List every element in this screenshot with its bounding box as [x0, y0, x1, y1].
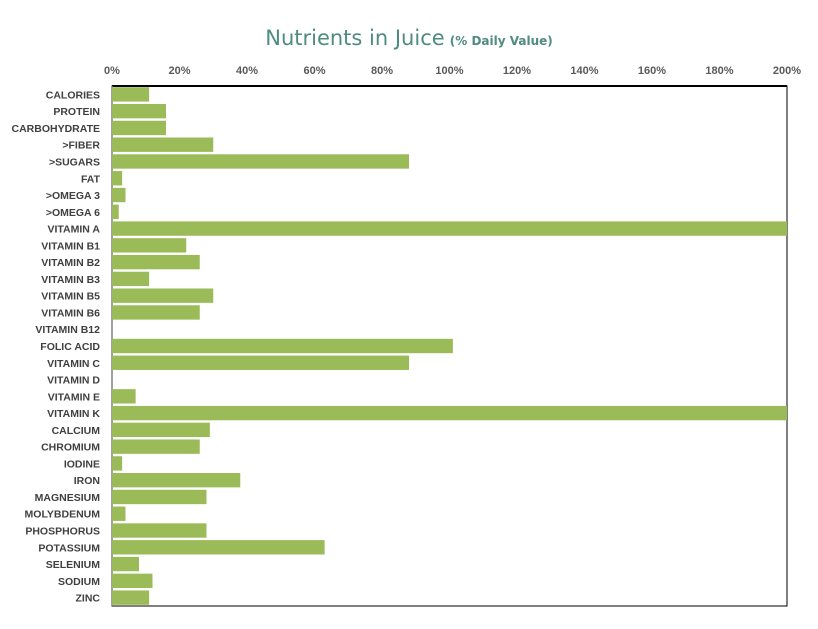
bar	[112, 506, 126, 521]
category-label: >FIBER	[62, 140, 100, 152]
category-label: MOLYBDENUM	[25, 509, 101, 521]
category-label: VITAMIN E	[48, 391, 100, 403]
x-tick-label: 100%	[435, 65, 463, 77]
category-label: VITAMIN A	[48, 224, 101, 236]
bar	[112, 590, 150, 605]
bar	[112, 171, 123, 186]
bar	[112, 254, 200, 270]
bar	[112, 422, 210, 438]
category-label: VITAMIN B3	[41, 274, 100, 286]
bar	[112, 489, 207, 505]
x-tick-label: 80%	[371, 65, 393, 77]
bar	[112, 338, 453, 354]
x-tick-label: 40%	[236, 65, 258, 77]
category-label: VITAMIN B1	[41, 240, 100, 252]
bar	[112, 103, 166, 119]
x-tick-label: 180%	[705, 65, 733, 77]
category-label: MAGNESIUM	[35, 492, 101, 504]
chart-title: Nutrients in Juice (% Daily Value)	[0, 26, 818, 50]
category-label: VITAMIN D	[47, 375, 100, 387]
category-label: >OMEGA 6	[46, 207, 100, 219]
bar	[112, 540, 325, 555]
bar	[112, 187, 126, 203]
x-tick-label: 200%	[773, 65, 801, 77]
bar	[112, 204, 119, 219]
bar	[112, 556, 139, 572]
bar	[112, 154, 409, 169]
category-label: SELENIUM	[46, 559, 101, 571]
category-label: IODINE	[64, 458, 100, 470]
category-label: VITAMIN B2	[41, 257, 100, 269]
bar	[112, 238, 187, 253]
category-label: VITAMIN B12	[35, 324, 100, 336]
bar	[112, 87, 150, 102]
category-label: CALCIUM	[52, 425, 101, 437]
bar	[112, 439, 200, 454]
x-tick-label: 60%	[303, 65, 325, 77]
category-label: CARBOHYDRATE	[12, 123, 100, 135]
x-tick-label: 160%	[638, 65, 666, 77]
chart-title-main: Nutrients in Juice	[265, 26, 445, 50]
category-label: CALORIES	[46, 89, 100, 101]
x-tick-label: 120%	[503, 65, 531, 77]
category-label: VITAMIN C	[47, 358, 100, 370]
bar	[112, 305, 200, 320]
bar	[112, 389, 136, 404]
bar	[112, 405, 787, 421]
category-label: FAT	[81, 173, 101, 185]
bar	[112, 120, 166, 136]
category-label: ZINC	[76, 593, 101, 605]
x-tick-label: 0%	[104, 65, 120, 77]
category-label: FOLIC ACID	[40, 341, 100, 353]
x-tick-label: 140%	[570, 65, 598, 77]
category-label: PROTEIN	[53, 106, 100, 118]
category-label: CHROMIUM	[41, 442, 100, 454]
category-label: VITAMIN B5	[41, 291, 100, 303]
bar	[112, 221, 787, 236]
category-label: >OMEGA 3	[46, 190, 100, 202]
category-label: VITAMIN B6	[41, 307, 100, 319]
category-label: POTASSIUM	[38, 542, 100, 554]
bar	[112, 137, 214, 152]
bar	[112, 573, 153, 589]
bar	[112, 288, 214, 303]
category-label: VITAMIN K	[47, 408, 100, 420]
bar	[112, 523, 207, 538]
category-label: IRON	[74, 475, 100, 487]
category-label: SODIUM	[58, 576, 100, 588]
bar	[112, 473, 241, 488]
category-label: PHOSPHORUS	[25, 526, 100, 538]
bar	[112, 271, 150, 287]
chart-subtitle: (% Daily Value)	[449, 34, 553, 48]
category-label: >SUGARS	[49, 156, 100, 168]
x-tick-label: 20%	[168, 65, 190, 77]
bar	[112, 456, 123, 471]
bar	[112, 355, 409, 370]
